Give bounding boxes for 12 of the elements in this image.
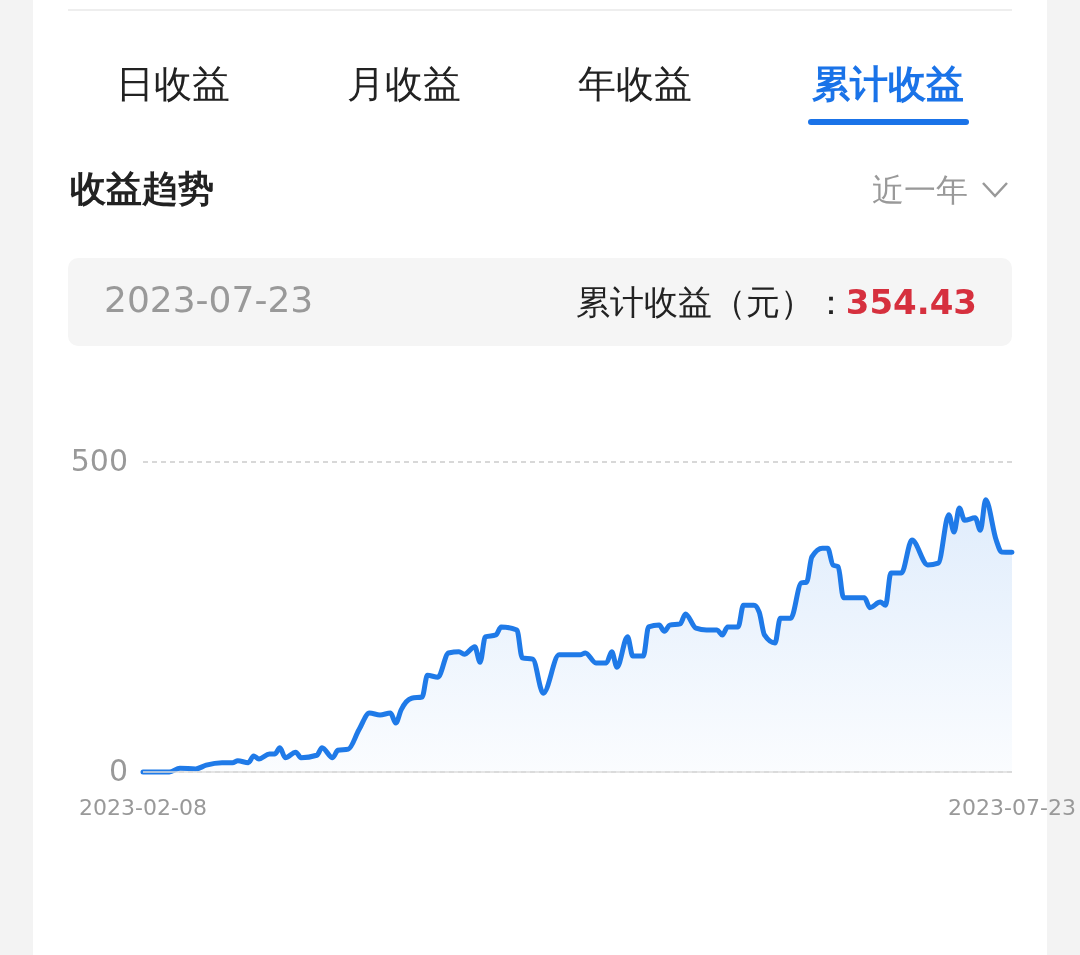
text: 日收益 bbox=[116, 61, 230, 106]
y-tick-label: 0 bbox=[108, 752, 128, 788]
text: 月收益 bbox=[347, 61, 461, 106]
y-tick-label: 500 bbox=[70, 442, 128, 478]
chart-title: 收益趋势 bbox=[70, 168, 214, 209]
text: 2023-07-23 bbox=[104, 279, 314, 320]
text: 累计收益 bbox=[812, 61, 964, 106]
text: 年收益 bbox=[578, 61, 692, 106]
x-tick-label: 2023-02-08 bbox=[79, 795, 207, 820]
text: 354.43 bbox=[845, 281, 977, 322]
text: 累计收益（元）： bbox=[576, 281, 848, 322]
text: 近一年 bbox=[872, 171, 968, 209]
